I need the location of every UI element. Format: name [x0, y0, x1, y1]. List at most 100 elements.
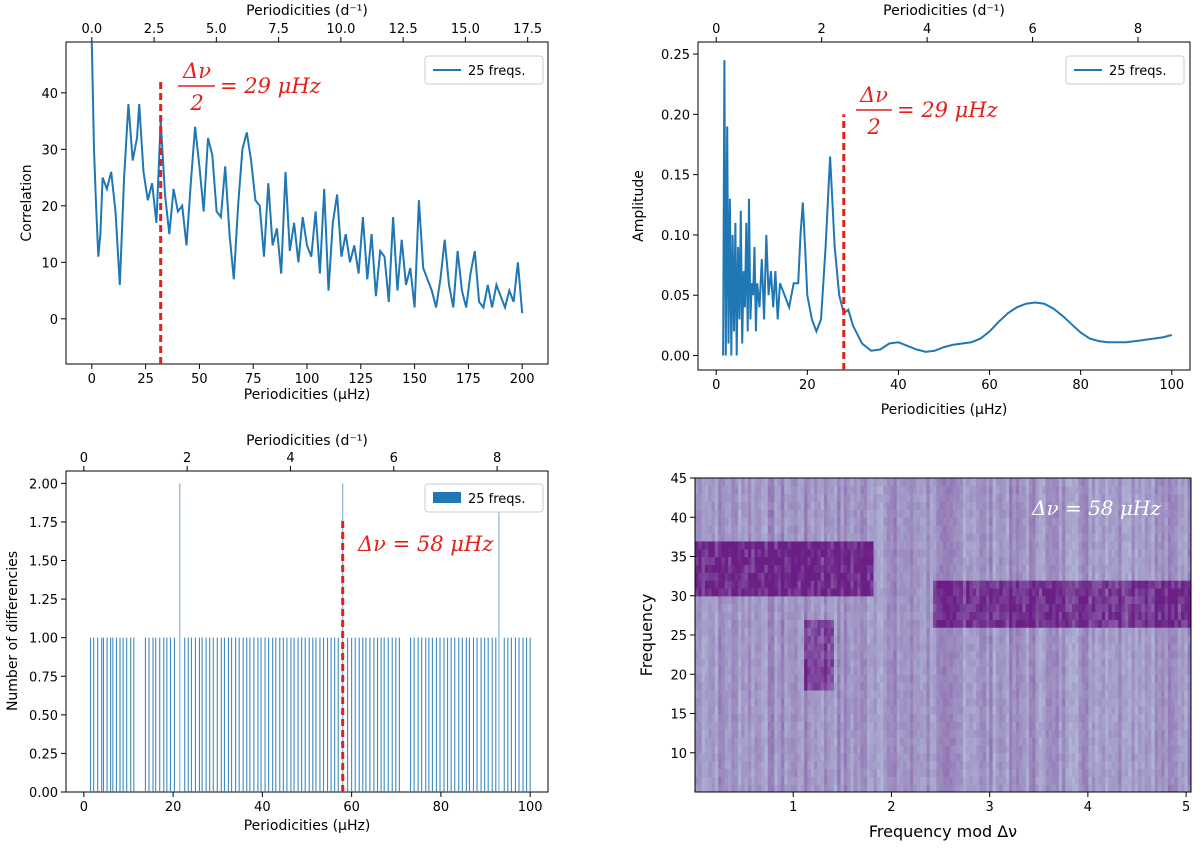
heatmap-cell [853, 760, 858, 770]
heatmap-cell [1042, 619, 1047, 628]
heatmap-cell [870, 760, 875, 770]
heatmap-cell [1161, 729, 1166, 738]
heatmap-cell [959, 564, 964, 573]
heatmap-cell [923, 564, 928, 573]
heatmap-cell [1068, 587, 1073, 597]
heatmap-cell [1095, 595, 1100, 605]
heatmap-cell [777, 776, 782, 785]
heatmap-cell [731, 580, 736, 589]
heatmap-cell [952, 580, 957, 589]
heatmap-cell [1085, 635, 1090, 644]
heatmap-cell [857, 540, 861, 550]
heatmap-cell [850, 713, 855, 722]
heatmap-cell [767, 603, 772, 613]
heatmap-cell [939, 603, 944, 613]
heatmap-cell [761, 737, 766, 746]
heatmap-cell [737, 580, 742, 589]
heatmap-cell [1098, 697, 1103, 707]
heatmap-cell [1068, 642, 1073, 652]
heatmap-cell [790, 556, 795, 565]
heatmap-cell [893, 556, 898, 565]
heatmap-cell [747, 689, 752, 699]
heatmap-cell [1095, 697, 1100, 707]
heatmap-cell [969, 721, 974, 730]
heatmap-cell [923, 658, 928, 667]
heatmap-cell [790, 595, 795, 605]
heatmap-cell [913, 658, 918, 667]
heatmap-cell [1184, 682, 1189, 691]
heatmap-cell [1075, 768, 1080, 777]
heatmap-cell [1019, 721, 1023, 730]
heatmap-cell [1167, 619, 1172, 628]
heatmap-cell [747, 744, 752, 754]
heatmap-cell [972, 587, 977, 597]
heatmap-cell [704, 564, 709, 573]
heatmap-cell [1012, 619, 1017, 628]
heatmap-cell [893, 650, 898, 660]
heatmap-cell [807, 556, 812, 565]
heatmap-cell [956, 611, 961, 620]
heatmap-cell [1071, 572, 1076, 581]
heatmap-cell [1035, 776, 1040, 785]
heatmap-cell [999, 627, 1004, 636]
heatmap-cell [1131, 548, 1136, 558]
heatmap-cell [863, 564, 868, 573]
heatmap-cell [1124, 713, 1129, 722]
heatmap-cell [737, 666, 742, 675]
heatmap-cell [807, 572, 812, 581]
heatmap-cell [1032, 705, 1037, 715]
heatmap-cell [1091, 564, 1096, 573]
heatmap-cell [969, 611, 974, 620]
heatmap-cell [1088, 705, 1093, 715]
heatmap-cell [1154, 587, 1159, 597]
heatmap-cell [1075, 721, 1080, 730]
heatmap-cell [850, 548, 855, 558]
heatmap-cell [1028, 776, 1033, 785]
heatmap-cell [827, 627, 832, 636]
heatmap-cell [814, 729, 818, 738]
heatmap-cell [823, 784, 828, 792]
heatmap-cell [896, 784, 901, 792]
heatmap-cell [1174, 674, 1179, 683]
heatmap-cell [870, 572, 875, 581]
heatmap-cell [896, 768, 901, 777]
heatmap-cell [804, 603, 809, 613]
heatmap-cell [939, 642, 944, 652]
heatmap-cell [833, 744, 838, 754]
heatmap-cell [966, 713, 971, 722]
heatmap-cell [896, 744, 901, 754]
heatmap-cell [863, 627, 868, 636]
heatmap-cell [1144, 564, 1149, 573]
heatmap-cell [1075, 619, 1080, 628]
heatmap-cell [880, 776, 885, 785]
heatmap-cell [1157, 603, 1162, 613]
heatmap-cell [850, 619, 855, 628]
heatmap-cell [708, 642, 713, 652]
heatmap-cell [1167, 564, 1172, 573]
heatmap-cell [774, 729, 779, 738]
heatmap-cell [1005, 721, 1010, 730]
heatmap-cell [926, 784, 931, 792]
heatmap-cell [840, 595, 845, 605]
heatmap-cell [1118, 572, 1123, 581]
heatmap-cell [1164, 642, 1169, 652]
heatmap-cell [919, 619, 924, 628]
heatmap-cell [1042, 760, 1047, 770]
heatmap-cell [695, 784, 699, 792]
heatmap-cell [936, 697, 941, 707]
heatmap-cell [718, 603, 723, 613]
heatmap-cell [797, 650, 802, 660]
heatmap-cell [883, 674, 888, 683]
heatmap-cell [909, 603, 914, 613]
heatmap-cell [698, 760, 703, 770]
heatmap-cell [1058, 658, 1063, 667]
heatmap-cell [883, 729, 888, 738]
heatmap-cell [784, 580, 789, 589]
heatmap-cell [827, 611, 832, 620]
heatmap-cell [1154, 682, 1159, 691]
heatmap-cell [1157, 580, 1162, 589]
heatmap-cell [761, 658, 766, 667]
heatmap-cell [810, 580, 815, 589]
heatmap-cell [949, 642, 954, 652]
